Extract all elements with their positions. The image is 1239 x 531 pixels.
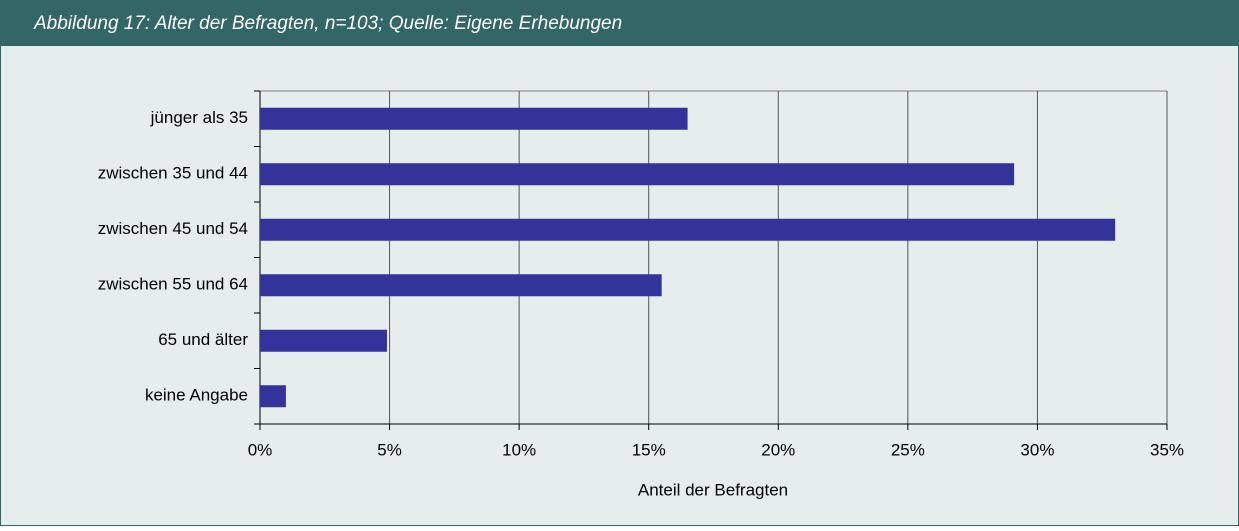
- y-tick-label: zwischen 55 und 64: [98, 275, 248, 294]
- y-tick-label: jünger als 35: [150, 108, 248, 127]
- bar: [260, 163, 1015, 186]
- x-tick-label: 5%: [377, 440, 402, 459]
- bar: [260, 107, 688, 130]
- x-tick-label: 35%: [1150, 440, 1184, 459]
- y-tick-label: zwischen 45 und 54: [98, 219, 248, 238]
- x-tick-label: 15%: [632, 440, 666, 459]
- bar: [260, 329, 387, 352]
- chart-title: Abbildung 17: Alter der Befragten, n=103…: [33, 13, 622, 34]
- x-axis-label: Anteil der Befragten: [638, 480, 788, 499]
- y-tick-label: keine Angabe: [145, 386, 248, 405]
- header: [0, 0, 1239, 46]
- bar: [260, 385, 286, 408]
- y-tick-label: zwischen 35 und 44: [98, 164, 248, 183]
- y-tick-label: 65 und älter: [158, 330, 248, 349]
- bar: [260, 274, 662, 297]
- x-tick-label: 30%: [1020, 440, 1054, 459]
- x-tick-label: 25%: [891, 440, 925, 459]
- x-tick-label: 20%: [761, 440, 795, 459]
- x-tick-label: 10%: [502, 440, 536, 459]
- x-tick-label: 0%: [248, 440, 273, 459]
- bar: [260, 218, 1116, 241]
